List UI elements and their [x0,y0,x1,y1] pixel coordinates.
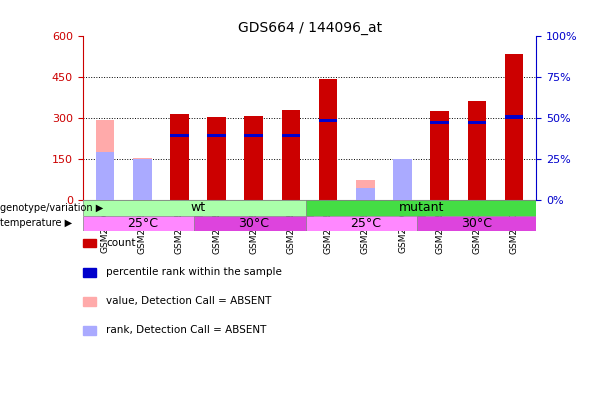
Text: count: count [106,238,135,248]
Bar [245,116,263,200]
Text: mutant: mutant [398,201,444,214]
Text: genotype/variation ▶: genotype/variation ▶ [0,203,103,213]
Bar [282,110,300,200]
Title: GDS664 / 144096_at: GDS664 / 144096_at [237,21,382,35]
Text: 25°C: 25°C [350,217,381,230]
Bar [417,215,536,231]
Bar [96,120,115,200]
Bar [319,119,337,122]
Bar [468,121,486,124]
Bar [468,100,486,200]
Text: 30°C: 30°C [462,217,492,230]
Text: wt: wt [191,201,205,214]
Bar [133,158,151,200]
Text: 25°C: 25°C [127,217,158,230]
Bar [319,79,337,200]
Bar [207,117,226,200]
Bar [504,115,524,119]
Bar [356,180,375,200]
Bar [245,134,263,137]
Bar [393,161,412,200]
Bar [430,111,449,200]
Bar [282,134,300,137]
Text: 30°C: 30°C [238,217,269,230]
Text: temperature ▶: temperature ▶ [0,218,72,228]
Text: value, Detection Call = ABSENT: value, Detection Call = ABSENT [106,296,272,306]
Text: percentile rank within the sample: percentile rank within the sample [106,267,282,277]
Bar [504,54,524,200]
Bar [133,159,151,200]
Bar [430,121,449,124]
Bar [356,188,375,200]
Bar [83,200,313,215]
Bar [207,134,226,137]
Bar [96,153,115,200]
Bar [83,215,202,231]
Bar [393,159,412,200]
Text: rank, Detection Call = ABSENT: rank, Detection Call = ABSENT [106,326,267,335]
Bar [170,134,189,137]
Bar [170,114,189,200]
Bar [194,215,313,231]
Bar [306,200,536,215]
Bar [306,215,425,231]
